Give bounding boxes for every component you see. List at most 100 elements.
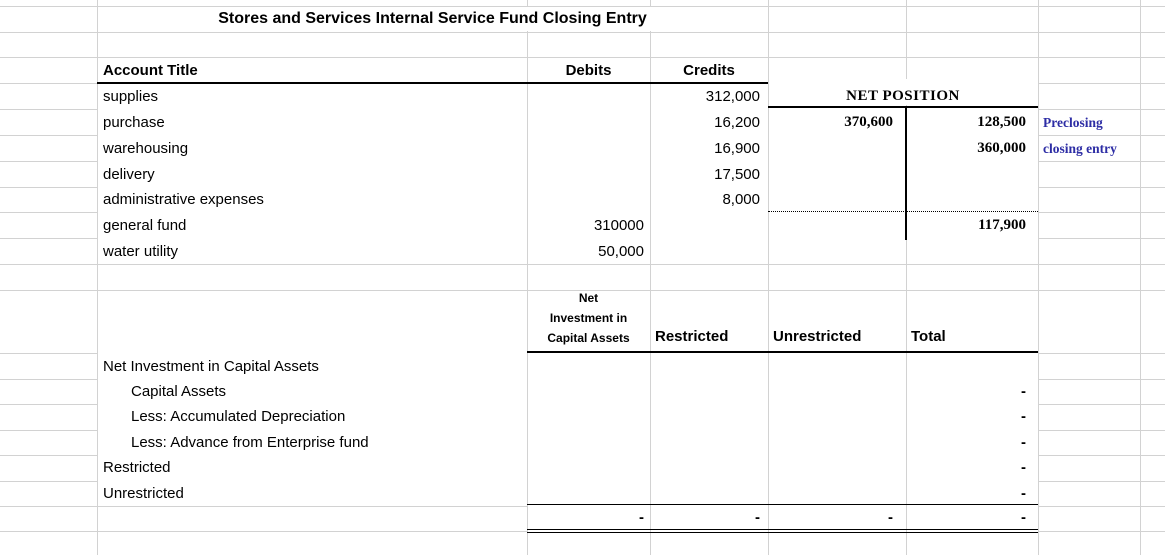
net-position-underline: [768, 105, 1038, 108]
credit-cell[interactable]: 8,000: [722, 191, 760, 208]
account-cell[interactable]: purchase: [103, 114, 165, 131]
account-cell[interactable]: administrative expenses: [103, 191, 264, 208]
header-debits[interactable]: Debits: [565, 62, 612, 79]
gridline: [0, 186, 97, 188]
gridline: [649, 0, 651, 555]
sheet-title[interactable]: Stores and Services Internal Service Fun…: [218, 10, 647, 27]
gridline: [1038, 480, 1165, 482]
gridline: [1038, 454, 1165, 456]
gridline: [0, 289, 1165, 291]
gridline: [1038, 134, 1165, 136]
header-total[interactable]: Total: [911, 328, 946, 345]
totals-nica-cell[interactable]: -: [639, 509, 644, 526]
header-nica-line3: Capital Assets: [547, 331, 630, 345]
gridline: [0, 429, 97, 431]
gridline: [1038, 530, 1165, 532]
gridline: [767, 0, 769, 555]
account-cell[interactable]: water utility: [103, 243, 179, 260]
net-position-debit-total[interactable]: 370,600: [844, 114, 893, 130]
gridline: [0, 5, 1165, 7]
gridline: [1038, 237, 1165, 239]
gridline: [0, 31, 1165, 33]
position-row-total[interactable]: -: [1021, 408, 1026, 425]
gridline: [0, 82, 97, 84]
gridline: [0, 480, 97, 482]
position-row-total[interactable]: -: [1021, 459, 1026, 476]
net-position-balance[interactable]: 117,900: [978, 217, 1026, 233]
header-unrestricted[interactable]: Unrestricted: [773, 328, 862, 345]
header-credits[interactable]: Credits: [683, 62, 735, 79]
account-cell[interactable]: warehousing: [103, 140, 189, 157]
gridline: [1038, 82, 1165, 84]
gridline: [96, 0, 98, 555]
gridline: [0, 237, 97, 239]
gridline: [1038, 352, 1165, 354]
totals-row-double-underline-1: [527, 528, 1038, 530]
position-row-label[interactable]: Restricted: [103, 459, 171, 476]
position-row-label[interactable]: Unrestricted: [103, 485, 184, 502]
net-position-header[interactable]: NET POSITION: [846, 88, 960, 104]
gridline: [1037, 0, 1039, 555]
gridline: [0, 108, 97, 110]
gridline: [0, 134, 97, 136]
position-row-label[interactable]: Less: Accumulated Depreciation: [131, 408, 346, 425]
totals-restricted-cell[interactable]: -: [755, 509, 760, 526]
gridline: [0, 160, 97, 162]
credit-cell[interactable]: 16,900: [714, 140, 760, 157]
title-merged-cell-fill: [98, 7, 767, 31]
debit-cell[interactable]: 50,000: [598, 243, 644, 260]
credit-cell[interactable]: 17,500: [714, 166, 760, 183]
net-position-credit-preclosing[interactable]: 128,500: [977, 114, 1026, 130]
header-restricted[interactable]: Restricted: [655, 328, 729, 345]
gridline: [0, 263, 1165, 265]
gridline: [1038, 429, 1165, 431]
gridline: [526, 0, 528, 555]
header-nica-line2: Investment in: [549, 311, 628, 325]
gridline: [1038, 108, 1165, 110]
position-row-total[interactable]: -: [1021, 485, 1026, 502]
gridline: [1038, 378, 1165, 380]
gridline: [0, 211, 97, 213]
credit-cell[interactable]: 16,200: [714, 114, 760, 131]
position-row-label[interactable]: Capital Assets: [131, 383, 227, 400]
annotation-closing-entry[interactable]: closing entry: [1043, 141, 1117, 156]
totals-unrestricted-cell[interactable]: -: [888, 509, 893, 526]
position-row-total[interactable]: -: [1021, 434, 1026, 451]
debit-cell[interactable]: 310000: [593, 217, 644, 234]
totals-total-cell[interactable]: -: [1021, 509, 1026, 526]
net-position-dotted-line: [768, 210, 1038, 212]
account-cell[interactable]: delivery: [103, 166, 155, 183]
gridline: [1038, 211, 1165, 213]
position-row-label[interactable]: Less: Advance from Enterprise fund: [131, 434, 369, 451]
totals-row-double-underline-2: [527, 532, 1038, 534]
net-position-credit-closing[interactable]: 360,000: [977, 140, 1026, 156]
gridline: [1038, 186, 1165, 188]
net-position-divider-line: [904, 107, 907, 240]
totals-row-topline: [527, 504, 1038, 506]
header-net-investment-in-capital-assets[interactable]: Net Investment in Capital Assets: [527, 288, 650, 351]
position-table-header-underline: [527, 350, 1038, 353]
net-position-merged-cell-fill: [769, 79, 1037, 105]
account-cell[interactable]: supplies: [103, 88, 159, 105]
account-cell[interactable]: general fund: [103, 217, 187, 234]
account-header-underline: [97, 81, 768, 84]
gridline: [0, 352, 97, 354]
gridline: [905, 0, 907, 555]
annotation-preclosing[interactable]: Preclosing: [1043, 115, 1103, 130]
position-row-total[interactable]: -: [1021, 383, 1026, 400]
gridline: [0, 378, 97, 380]
position-row-label[interactable]: Net Investment in Capital Assets: [103, 358, 319, 375]
header-nica-line1: Net: [578, 291, 599, 305]
gridline: [0, 530, 527, 532]
gridline: [0, 454, 97, 456]
gridline: [1038, 403, 1165, 405]
gridline: [0, 505, 527, 507]
header-account-title[interactable]: Account Title: [103, 62, 198, 79]
gridline: [1139, 0, 1141, 555]
gridline: [0, 56, 1165, 58]
gridline: [1038, 505, 1165, 507]
gridline: [0, 403, 97, 405]
gridline: [1038, 160, 1165, 162]
credit-cell[interactable]: 312,000: [705, 88, 760, 105]
